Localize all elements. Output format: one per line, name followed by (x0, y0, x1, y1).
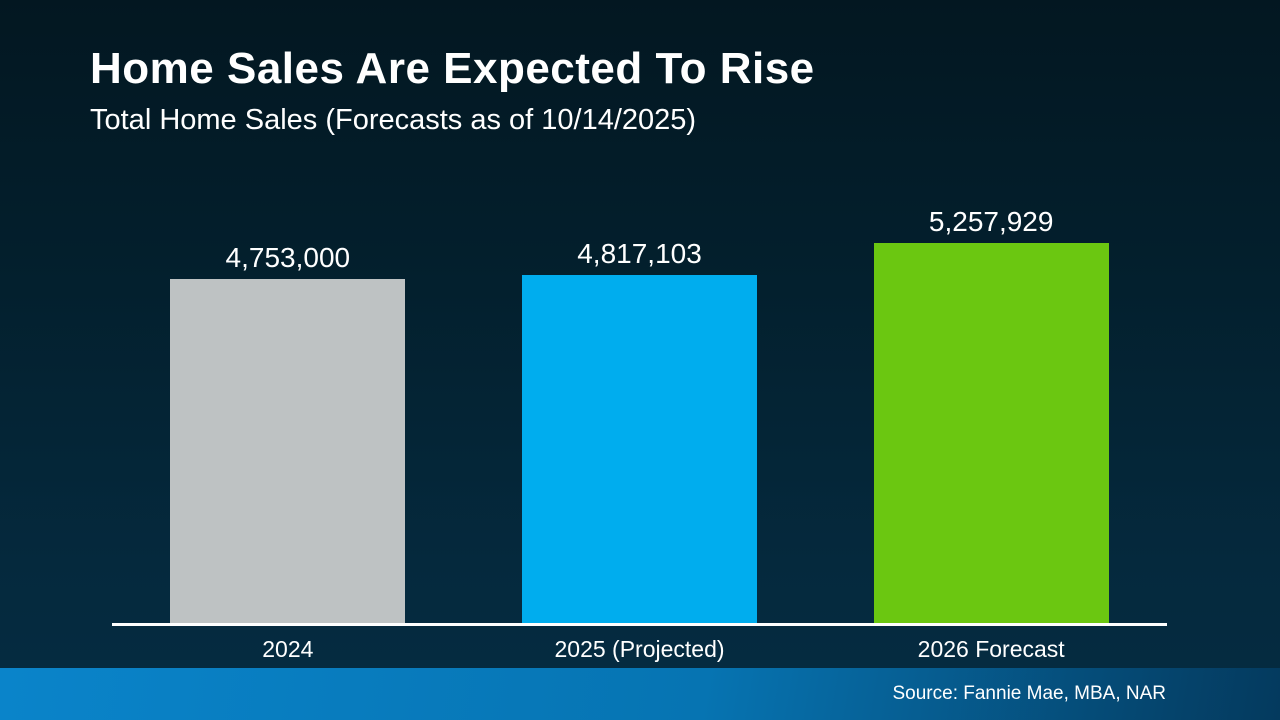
bar-column: 5,257,929 (815, 206, 1167, 623)
x-axis-label: 2025 (Projected) (554, 636, 725, 662)
footer-bar: Source: Fannie Mae, MBA, NAR (0, 668, 1280, 720)
bar-column: 4,753,000 (112, 242, 464, 623)
bar-chart: 4,753,000 4,817,103 5,257,929 (112, 206, 1167, 623)
x-axis-labels: 2024 2025 (Projected) 2026 Forecast (112, 636, 1167, 663)
bar-value-label: 4,817,103 (577, 238, 702, 269)
x-axis-label: 2026 Forecast (917, 636, 1065, 662)
page-subtitle: Total Home Sales (Forecasts as of 10/14/… (90, 104, 697, 136)
bar (873, 243, 1109, 623)
x-axis-line (112, 623, 1167, 626)
source-text: Source: Fannie Mae, MBA, NAR (892, 683, 1167, 704)
page-title: Home Sales Are Expected To Rise (90, 44, 815, 93)
bar-value-label: 5,257,929 (928, 206, 1054, 237)
bar (170, 279, 406, 623)
bar (522, 275, 757, 623)
x-axis-label: 2024 (262, 636, 314, 662)
bar-column: 4,817,103 (464, 238, 816, 623)
bar-value-label: 4,753,000 (225, 242, 351, 273)
